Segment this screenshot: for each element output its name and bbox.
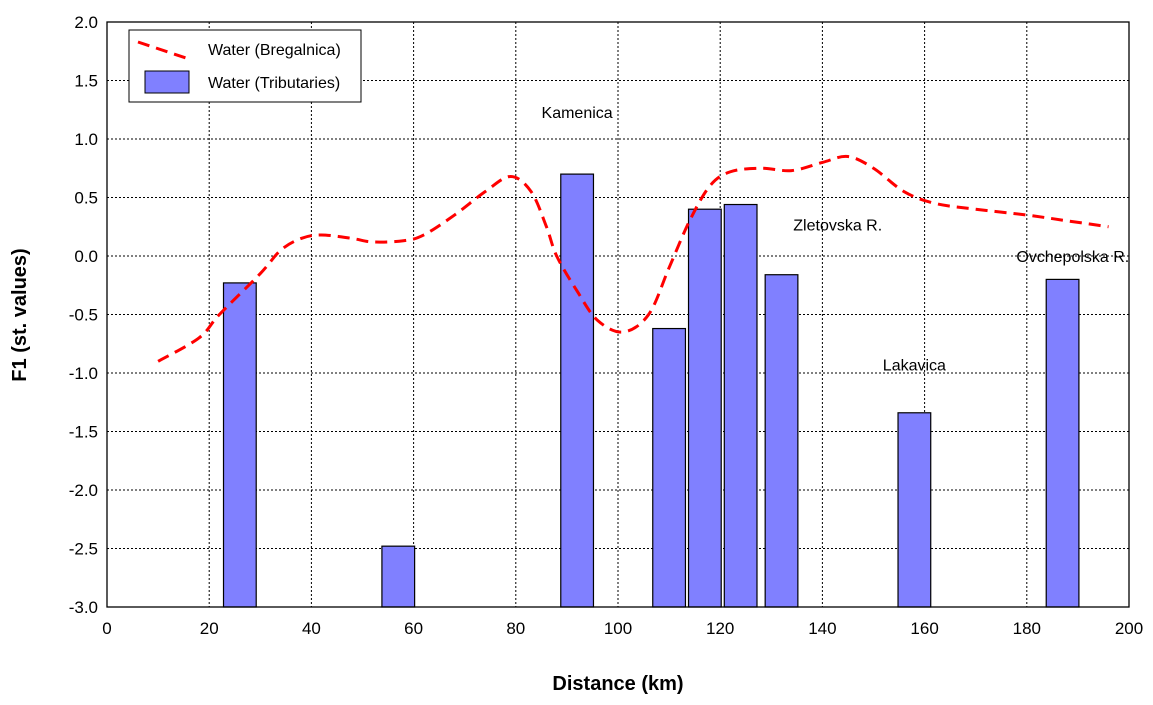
tributary-bar — [652, 327, 687, 608]
annotation-label: Ovchepolska R. — [1016, 249, 1129, 266]
y-tick-label: 2.0 — [74, 13, 98, 32]
legend-box — [128, 29, 362, 103]
y-tick-label: -0.5 — [69, 306, 98, 325]
x-tick-label: 0 — [102, 619, 111, 638]
annotation-label: Kamenica — [542, 105, 613, 122]
x-tick-label: 120 — [706, 619, 734, 638]
y-tick-label: -2.0 — [69, 481, 98, 500]
y-tick-label: 0.0 — [74, 247, 98, 266]
tributary-bars — [222, 173, 1080, 608]
tributary-bar — [764, 274, 799, 608]
bregalnica-line — [157, 154, 1109, 363]
y-tick-label: 1.0 — [74, 130, 98, 149]
x-tick-label: 60 — [404, 619, 423, 638]
y-tick-label: 1.5 — [74, 72, 98, 91]
tributary-bar — [1045, 278, 1080, 608]
legend-label-bregalnica: Water (Bregalnica) — [208, 42, 341, 59]
x-tick-label: 160 — [910, 619, 938, 638]
legend-label-tributaries: Water (Tributaries) — [208, 75, 340, 92]
tributary-bar — [222, 282, 257, 608]
tributary-bar — [560, 173, 595, 608]
y-tick-labels: 2.0 1.5 1.0 0.5 0.0 -0.5 -1.0 -1.5 -2.0 -2.5 -3.0 — [69, 13, 98, 617]
tributary-bar — [687, 208, 722, 608]
legend-bar-swatch — [144, 70, 190, 94]
x-tick-label: 100 — [604, 619, 632, 638]
tributary-bar — [723, 203, 758, 608]
y-axis-title: F1 (st. values) — [9, 248, 31, 381]
plot-area-border — [106, 21, 1130, 608]
bregalnica-line-layer — [157, 154, 1109, 363]
y-tick-label: -1.0 — [69, 364, 98, 383]
x-tick-label: 140 — [808, 619, 836, 638]
y-tick-label: -3.0 — [69, 598, 98, 617]
y-tick-label: -2.5 — [69, 540, 98, 559]
y-tick-label: 0.5 — [74, 189, 98, 208]
x-tick-label: 80 — [506, 619, 525, 638]
annotation-label: Zletovska R. — [793, 217, 882, 234]
y-tick-label: -1.5 — [69, 423, 98, 442]
annotations: Kamenica Zletovska R. Ovchepolska R. Lakavi… — [542, 105, 1130, 375]
x-tick-label: 180 — [1013, 619, 1041, 638]
tributary-bar — [381, 545, 416, 608]
legend-line-swatch — [137, 40, 193, 62]
x-tick-labels: 0 20 40 60 80 100 120 140 160 180 200 — [102, 619, 1143, 638]
x-tick-label: 200 — [1115, 619, 1143, 638]
annotation-label: Lakavica — [883, 358, 946, 375]
legend: Water (Bregalnica) Water (Tributaries) — [128, 29, 362, 103]
tributary-bar — [897, 412, 932, 608]
grid-lines — [107, 22, 1129, 607]
x-axis-title: Distance (km) — [552, 673, 683, 695]
x-tick-label: 40 — [302, 619, 321, 638]
x-tick-label: 20 — [200, 619, 219, 638]
